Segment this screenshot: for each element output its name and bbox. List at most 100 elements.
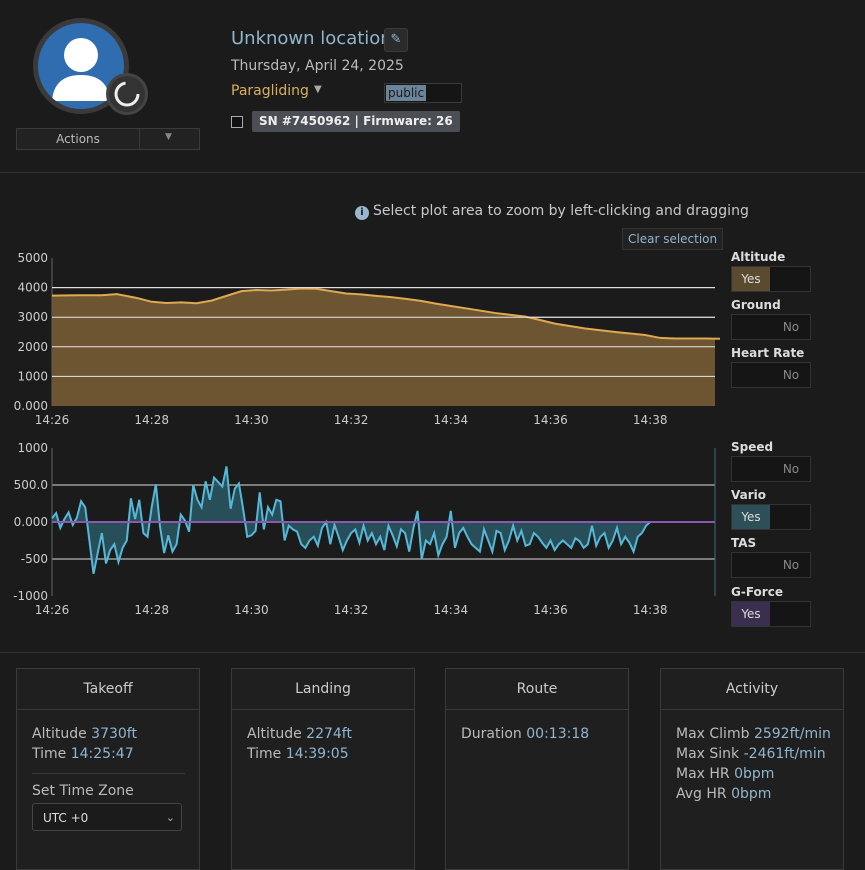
visibility-toggle[interactable]: public [384,83,462,103]
x-tick-label: 14:32 [334,603,369,617]
chevron-down-icon: ⌄ [165,811,175,824]
takeoff-time-value: 14:25:47 [70,746,134,762]
landing-time-label: Time [247,746,282,762]
altitude-toggle[interactable]: Yes [731,266,811,292]
altitude-toggle-state: Yes [732,267,770,291]
speed-toggle-label: Speed [731,440,774,454]
tz-label: Set Time Zone [32,783,134,799]
chevron-down-icon[interactable]: ▼ [314,84,322,95]
actions-divider [139,129,140,149]
x-tick-label: 14:38 [633,603,668,617]
x-tick-label: 14:36 [533,413,568,427]
device-checkbox[interactable] [231,116,243,128]
user-icon [52,38,110,101]
y-tick-label: 1000 [17,441,48,455]
card-title: Activity [661,669,843,710]
takeoff-time-label: Time [32,746,67,762]
timezone-value: UTC +0 [43,811,89,825]
y-tick-label: 5000 [17,251,48,265]
divider [0,652,865,653]
takeoff-altitude: Altitude 3730ft [32,726,137,742]
y-tick-label: 1000 [17,369,48,383]
divider [0,172,865,173]
takeoff-time: Time 14:25:47 [32,746,134,762]
avg-hr-value: 0bpm [731,786,772,802]
heart-rate-toggle-label: Heart Rate [731,346,805,360]
avg-hr: Avg HR 0bpm [676,786,771,802]
x-tick-label: 14:36 [533,603,568,617]
y-tick-label: -1000 [13,589,48,603]
x-tick-label: 14:30 [234,603,269,617]
x-tick-label: 14:32 [334,413,369,427]
ground-toggle[interactable]: No [731,314,811,340]
landing-altitude-value: 2274ft [306,726,352,742]
landing-card: Landing Altitude 2274ft Time 14:39:05 [231,668,415,870]
landing-altitude-label: Altitude [247,726,302,742]
gforce-toggle-state: Yes [732,602,770,626]
max-hr-label: Max HR [676,766,730,782]
heart-rate-toggle[interactable]: No [731,362,811,388]
altitude-series-line [51,287,720,340]
landing-time-value: 14:39:05 [285,746,349,762]
max-climb: Max Climb 2592ft/min [676,726,831,742]
zoom-hint-text: Select plot area to zoom by left-clickin… [373,203,749,219]
flight-date: Thursday, April 24, 2025 [231,58,404,74]
pencil-icon: ✎ [390,32,402,47]
activity-type-select[interactable]: Paragliding [231,83,309,99]
max-hr: Max HR 0bpm [676,766,774,782]
tas-toggle-state: No [782,558,800,572]
x-tick-label: 14:34 [434,413,469,427]
gforce-toggle[interactable]: Yes [731,601,811,627]
x-tick-label: 14:38 [633,413,668,427]
max-sink: Max Sink -2461ft/min [676,746,826,762]
timezone-select[interactable]: UTC +0 ⌄ [32,803,182,831]
edit-title-button[interactable]: ✎ [384,28,408,52]
route-card: Route Duration 00:13:18 [445,668,629,870]
takeoff-card: Takeoff Altitude 3730ft Time 14:25:47 Se… [16,668,200,870]
y-tick-label: 500.0 [14,478,48,492]
clear-selection-button[interactable]: Clear selection [622,228,724,250]
landing-altitude: Altitude 2274ft [247,726,352,742]
y-tick-label: -500 [21,552,48,566]
y-tick-label: 2000 [17,340,48,354]
max-sink-value: -2461ft/min [743,746,826,762]
y-tick-label: 0.000 [14,399,48,413]
route-duration-value: 00:13:18 [526,726,590,742]
speed-toggle[interactable]: No [731,456,811,482]
max-climb-value: 2592ft/min [753,726,831,742]
x-tick-label: 14:26 [35,413,70,427]
x-tick-label: 14:28 [134,413,169,427]
actions-dropdown[interactable]: Actions ▼ [16,128,200,150]
speed-toggle-state: No [782,462,800,476]
actions-label: Actions [56,132,100,146]
takeoff-altitude-value: 3730ft [91,726,137,742]
max-hr-value: 0bpm [734,766,775,782]
info-icon: i [355,206,369,220]
x-tick-label: 14:34 [434,603,469,617]
vario-chart[interactable]: -1000 -500 0.000 500.0 1000 14:26 14:28 14:30 14… [0,440,725,620]
ground-toggle-label: Ground [731,298,781,312]
vario-series-line [51,466,651,574]
card-title: Takeoff [17,669,199,710]
visibility-label: public [386,85,426,101]
card-title: Route [446,669,628,710]
activity-card: Activity Max Climb 2592ft/min Max Sink -… [660,668,844,870]
route-duration: Duration 00:13:18 [461,726,589,742]
route-duration-label: Duration [461,726,522,742]
zoom-hint: i Select plot area to zoom by left-clicki… [355,203,749,220]
altitude-toggle-label: Altitude [731,250,786,264]
x-tick-label: 14:28 [134,603,169,617]
tas-toggle[interactable]: No [731,552,811,578]
tas-toggle-label: TAS [731,536,757,550]
device-badge-icon [106,73,148,115]
heart-rate-toggle-state: No [782,368,800,382]
chevron-down-icon[interactable]: ▼ [165,132,172,142]
vario-toggle[interactable]: Yes [731,504,811,530]
landing-time: Time 14:39:05 [247,746,349,762]
card-title: Landing [232,669,414,710]
altitude-chart[interactable]: 0.000 1000 2000 3000 4000 5000 14:26 14:28 14:30… [0,250,725,435]
vario-toggle-label: Vario [731,488,767,502]
y-tick-label: 3000 [17,310,48,324]
x-tick-label: 14:30 [234,413,269,427]
gforce-toggle-label: G-Force [731,585,783,599]
